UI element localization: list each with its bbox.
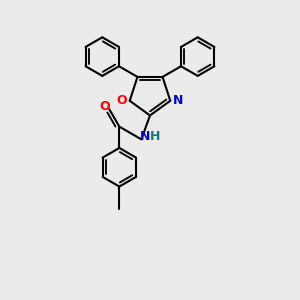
Text: N: N [173, 94, 184, 107]
Text: O: O [100, 100, 110, 112]
Text: N: N [140, 130, 151, 143]
Text: H: H [150, 130, 161, 143]
Text: O: O [116, 94, 127, 107]
